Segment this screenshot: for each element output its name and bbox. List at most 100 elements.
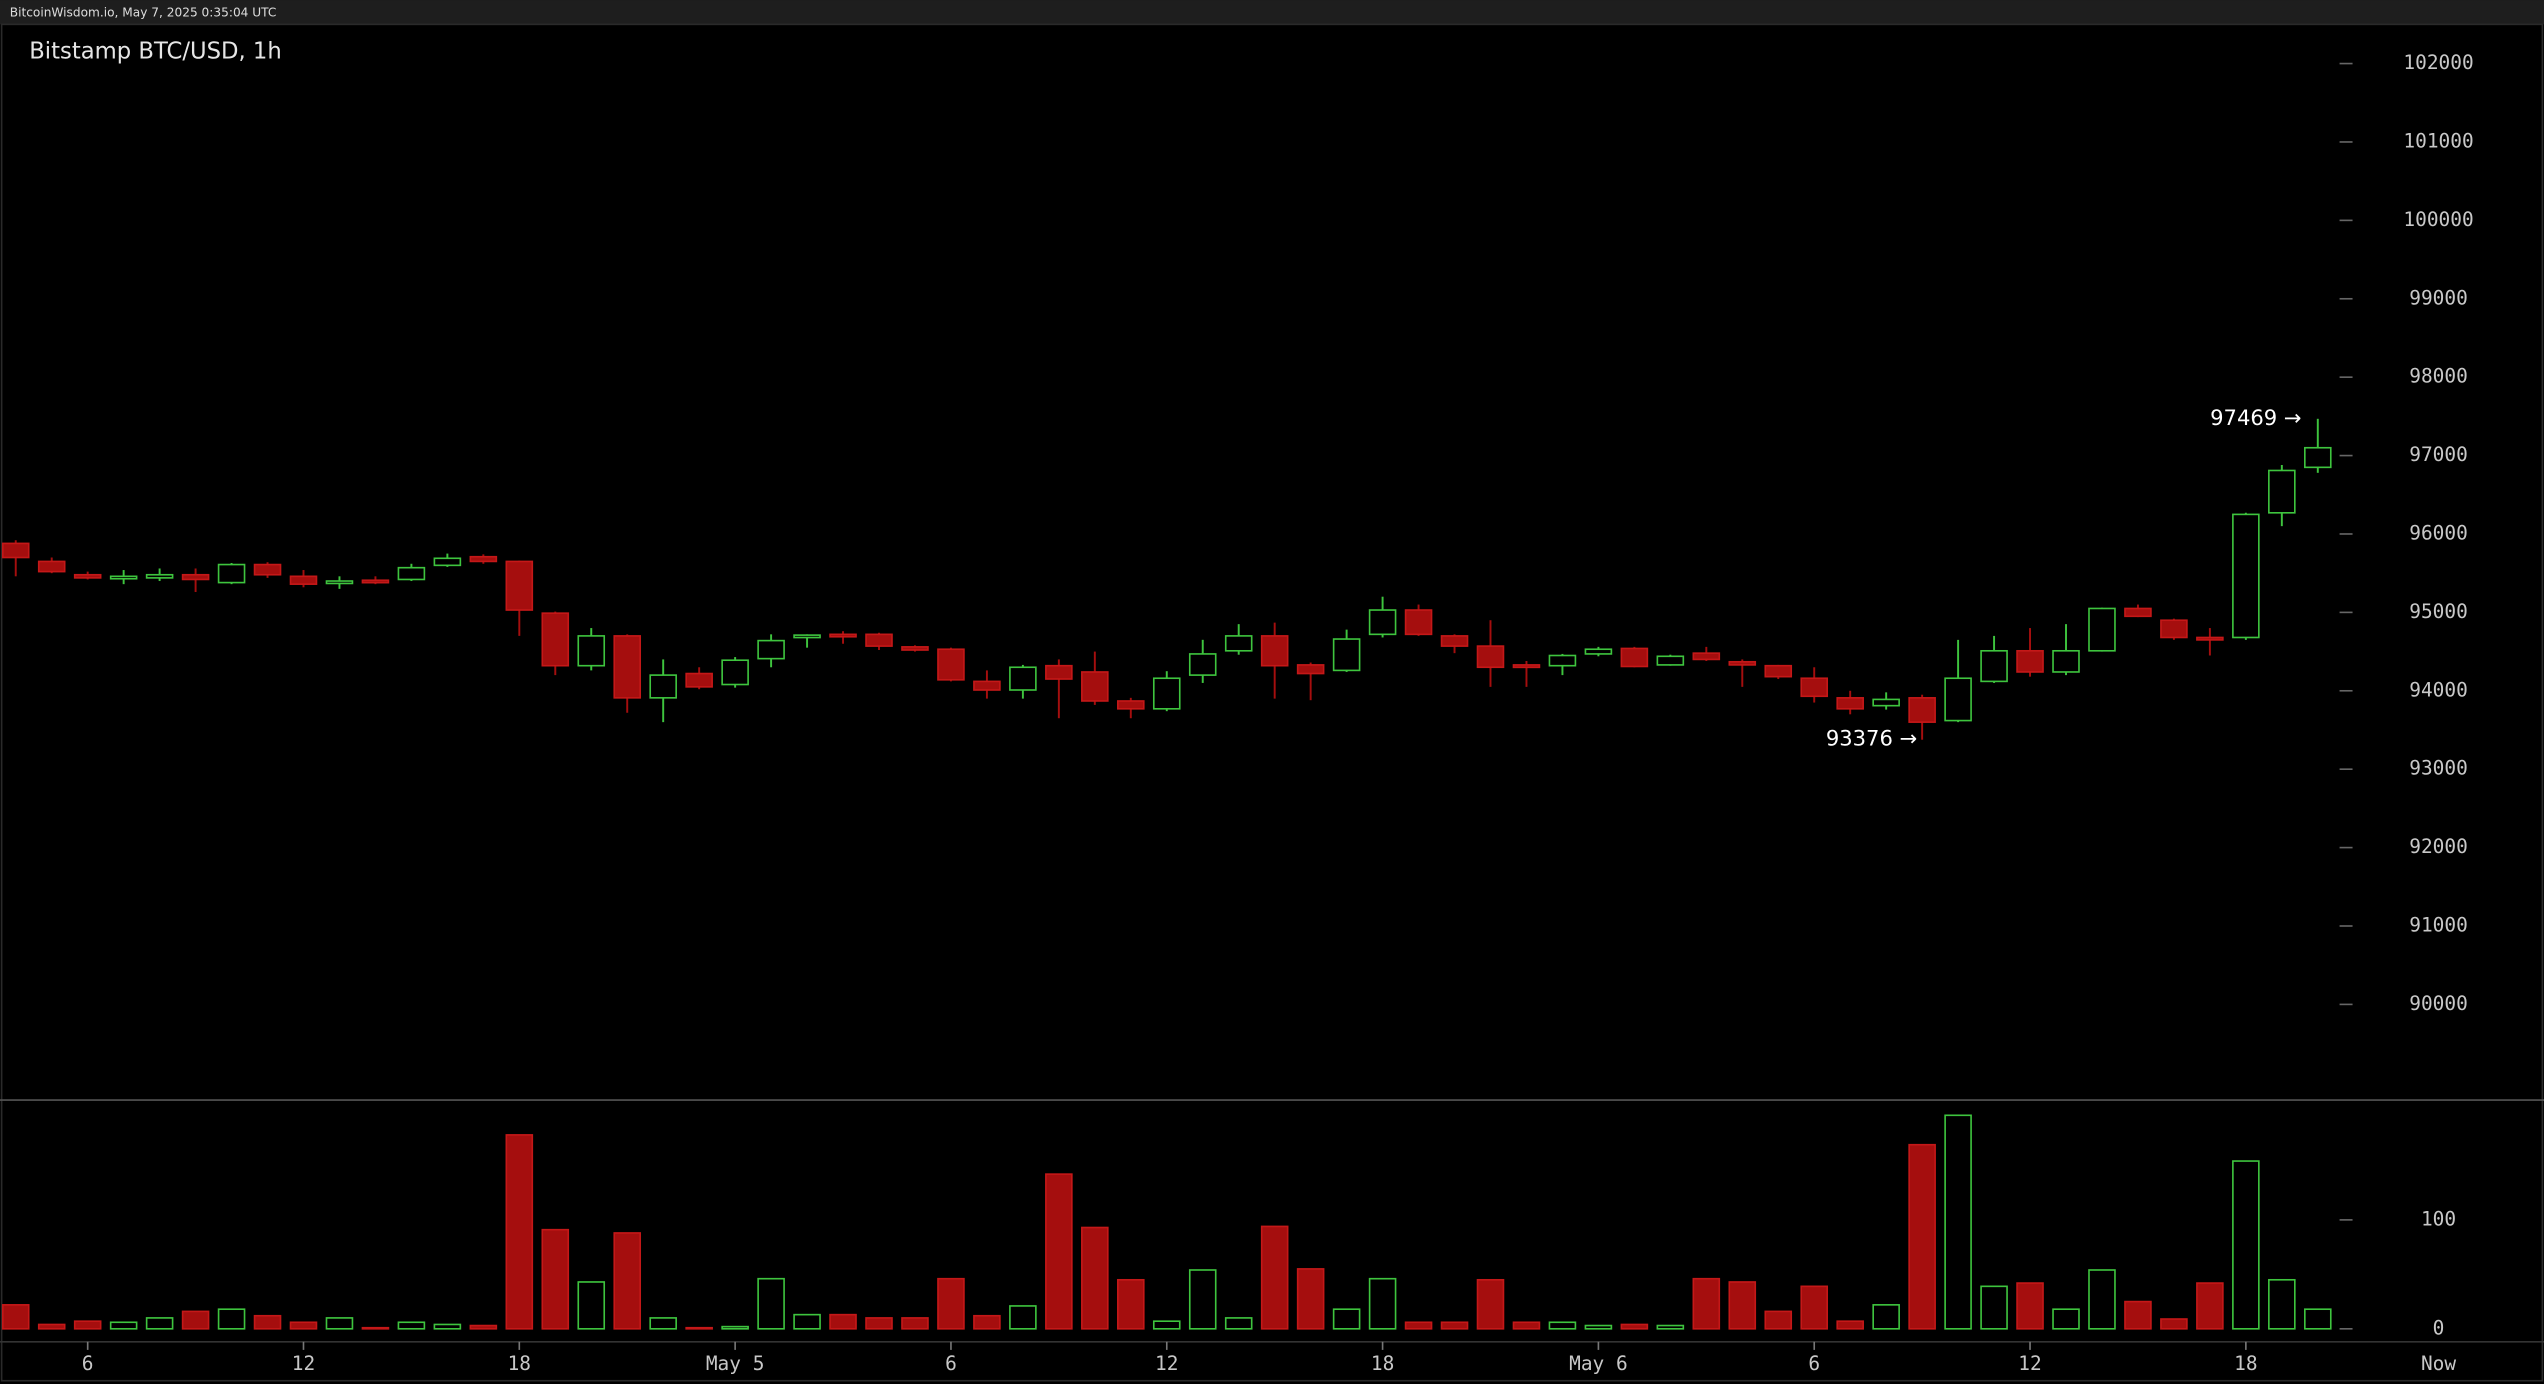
candle-body xyxy=(1081,671,1109,702)
volume-bar xyxy=(1872,1304,1900,1330)
volume-bar xyxy=(757,1277,785,1330)
x-tick-label: 18 xyxy=(2234,1352,2257,1375)
volume-bar xyxy=(469,1324,498,1330)
y-tick-label: 101000 xyxy=(2403,129,2473,152)
volume-tick-label: 0 xyxy=(2433,1316,2445,1339)
volume-bar xyxy=(1980,1285,2008,1330)
candle-body xyxy=(1692,652,1721,661)
volume-bar xyxy=(1548,1321,1577,1330)
volume-bar xyxy=(289,1321,318,1330)
volume-bar xyxy=(1764,1310,1793,1330)
y-tick-label: 91000 xyxy=(2409,913,2468,936)
candle-body xyxy=(109,575,138,580)
y-tick-label: 96000 xyxy=(2409,521,2468,544)
annotation-high: 97469 → xyxy=(2210,405,2301,430)
volume-bar xyxy=(1692,1277,1721,1330)
x-tick-label: 6 xyxy=(82,1352,94,1375)
y-tick-label: 97000 xyxy=(2409,443,2468,466)
candle-body xyxy=(37,560,66,573)
volume-bar xyxy=(2160,1318,2188,1330)
candle-body xyxy=(2160,619,2188,639)
chart-title: Bitstamp BTC/USD, 1h xyxy=(29,38,282,64)
volume-bar xyxy=(1045,1173,1073,1330)
candle-body xyxy=(1584,648,1613,655)
x-end-label: Now xyxy=(2421,1352,2456,1375)
volume-bar xyxy=(109,1321,138,1330)
candle-body xyxy=(1980,649,2008,683)
volume-bar xyxy=(2052,1308,2080,1330)
volume-bar xyxy=(1,1304,30,1330)
candle-body xyxy=(145,573,174,579)
candle-body xyxy=(1332,638,1361,672)
candle-body xyxy=(1404,609,1433,636)
volume-bar xyxy=(541,1228,570,1330)
candle-body xyxy=(2232,513,2260,639)
volume-bar xyxy=(1260,1225,1289,1330)
candle-body xyxy=(757,639,785,660)
y-tick-label: 98000 xyxy=(2409,365,2468,388)
candle-body xyxy=(613,635,642,699)
volume-bar xyxy=(1332,1308,1361,1330)
volume-bar xyxy=(1656,1324,1685,1330)
volume-bar xyxy=(829,1313,857,1330)
candle-body xyxy=(505,560,534,611)
volume-bar xyxy=(1476,1278,1505,1330)
x-tick-label: 12 xyxy=(292,1352,315,1375)
volume-bar xyxy=(1908,1143,1936,1330)
volume-bar xyxy=(325,1317,354,1330)
volume-bar xyxy=(2268,1278,2296,1330)
volume-bar xyxy=(793,1313,821,1330)
candle-body xyxy=(1296,664,1325,675)
candle-body xyxy=(541,612,570,667)
volume-bar xyxy=(1404,1321,1433,1330)
y-tick-label: 99000 xyxy=(2409,286,2468,309)
volume-bar xyxy=(2088,1269,2116,1330)
candle-body xyxy=(469,555,498,563)
y-tick-label: 102000 xyxy=(2403,51,2473,74)
candle-body xyxy=(325,580,354,585)
candle-body xyxy=(181,573,210,581)
chart-frame xyxy=(0,23,2544,1382)
x-tick-label: 18 xyxy=(1371,1352,1394,1375)
volume-bar xyxy=(1117,1278,1145,1330)
volume-bar xyxy=(361,1326,390,1330)
volume-bar xyxy=(901,1317,929,1330)
x-tick-label: 6 xyxy=(1808,1352,1820,1375)
candle-body xyxy=(1944,677,1972,722)
x-tick-label: 12 xyxy=(2018,1352,2041,1375)
candle-body xyxy=(1188,653,1217,676)
volume-bar xyxy=(1296,1268,1325,1330)
candle-body xyxy=(1152,677,1181,710)
x-tick-label: May 6 xyxy=(1569,1352,1628,1375)
candle-body xyxy=(649,674,677,699)
candle-body xyxy=(1009,666,1037,691)
volume-bar xyxy=(937,1277,965,1330)
annotation-low: 93376 → xyxy=(1826,726,1917,751)
volume-bar xyxy=(37,1323,66,1330)
candle-body xyxy=(1800,677,1829,698)
volume-bar xyxy=(685,1326,713,1330)
volume-bar xyxy=(1620,1323,1649,1330)
candle-body xyxy=(397,566,426,581)
volume-bar xyxy=(1368,1277,1397,1330)
candle-body xyxy=(1836,697,1864,710)
candle-body xyxy=(253,563,282,576)
x-tick-label: 12 xyxy=(1155,1352,1178,1375)
header-bar xyxy=(0,0,2544,25)
candle-body xyxy=(1224,635,1253,652)
candle-body xyxy=(2088,607,2116,652)
header-text: BitcoinWisdom.io, May 7, 2025 0:35:04 UT… xyxy=(10,6,277,20)
volume-bar xyxy=(505,1134,534,1330)
volume-bar xyxy=(1440,1321,1469,1330)
volume-bar xyxy=(1944,1114,1972,1330)
volume-bar xyxy=(1081,1226,1109,1330)
candle-body xyxy=(793,634,821,639)
volume-bar xyxy=(397,1321,426,1330)
y-tick-label: 92000 xyxy=(2409,835,2468,858)
volume-bar xyxy=(865,1317,893,1330)
volume-bar xyxy=(2016,1282,2044,1330)
candle-body xyxy=(2196,636,2224,641)
candle-body xyxy=(1620,647,1649,668)
candle-body xyxy=(2304,446,2332,469)
